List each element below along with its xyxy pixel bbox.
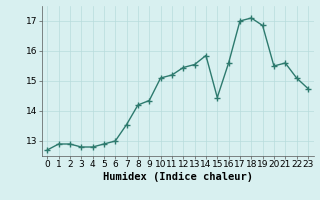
X-axis label: Humidex (Indice chaleur): Humidex (Indice chaleur) bbox=[103, 172, 252, 182]
